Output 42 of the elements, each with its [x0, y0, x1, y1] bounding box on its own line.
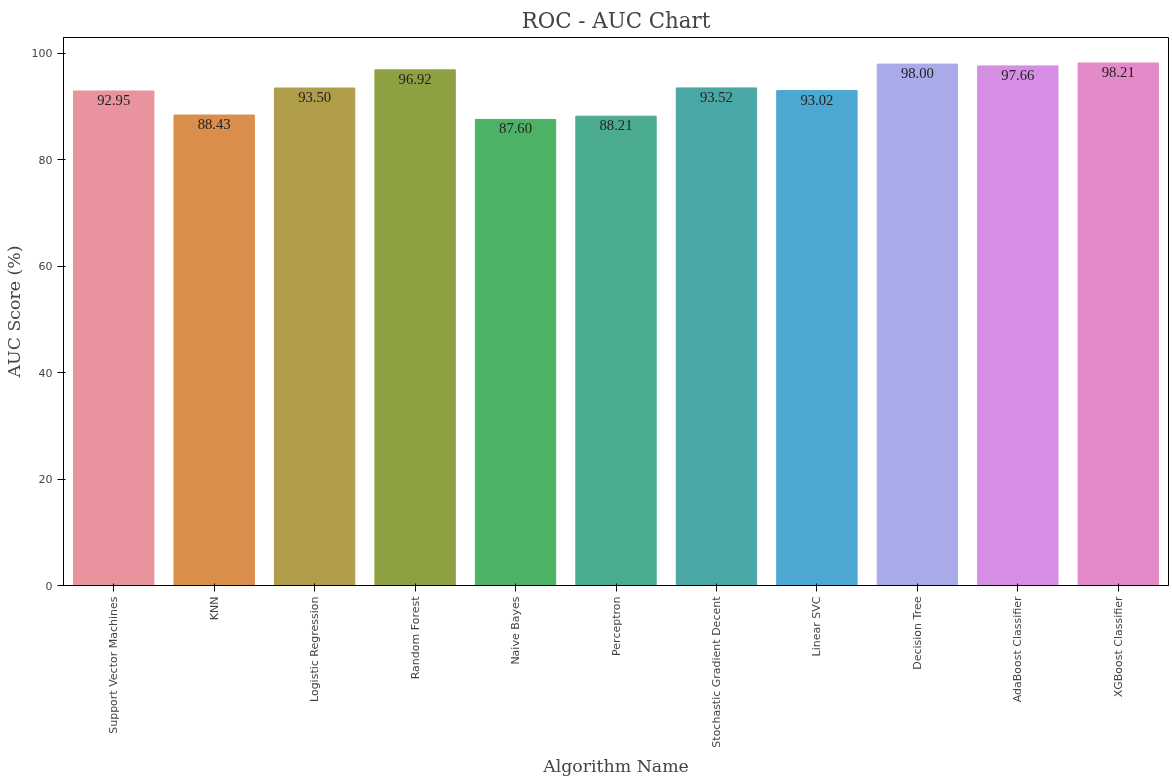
- y-tick-label: 100: [31, 47, 53, 61]
- data-label: 88.21: [599, 117, 633, 134]
- data-label: 93.02: [800, 91, 834, 108]
- x-tick-label: Naive Bayes: [509, 596, 523, 665]
- chart-title: ROC - AUC Chart: [521, 7, 711, 33]
- data-label: 96.92: [398, 70, 432, 87]
- x-tick-label: AdaBoost Classifier: [1011, 596, 1025, 703]
- bar: [73, 90, 155, 586]
- bar: [675, 87, 758, 586]
- data-label: 92.95: [97, 91, 131, 108]
- y-tick-label: 80: [38, 153, 53, 167]
- x-tick-label: XGBoost Classifier: [1111, 596, 1125, 698]
- x-tick-label: Logistic Regression: [308, 596, 322, 703]
- bar: [273, 87, 356, 586]
- data-label: 93.50: [298, 89, 332, 106]
- bar: [776, 90, 858, 586]
- bar: [977, 65, 1059, 586]
- y-tick-label: 20: [38, 473, 53, 487]
- x-axis-title: Algorithm Name: [542, 755, 689, 776]
- x-tick-label: Stochastic Gradient Decent: [709, 595, 723, 748]
- x-tick-label: Random Forest: [408, 595, 422, 680]
- bar: [374, 69, 456, 586]
- y-tick-label: 0: [45, 579, 53, 593]
- data-label: 87.60: [499, 120, 533, 137]
- y-tick-label: 40: [38, 366, 53, 380]
- bar: [1077, 62, 1159, 586]
- y-tick-label: 60: [38, 260, 53, 274]
- bar: [876, 63, 959, 586]
- data-label: 98.00: [900, 65, 934, 82]
- bar: [575, 115, 657, 586]
- x-tick-label: Support Vector Machines: [107, 596, 121, 734]
- data-label: 93.52: [699, 88, 733, 105]
- bar: [474, 118, 557, 586]
- bar: [173, 114, 255, 586]
- x-tick-label: Linear SVC: [810, 596, 824, 657]
- x-tick-label: KNN: [207, 596, 221, 621]
- x-tick-label: Perceptron: [609, 596, 623, 656]
- data-label: 88.43: [197, 116, 231, 133]
- data-label: 98.21: [1101, 63, 1135, 80]
- y-axis-title: AUC Score (%): [3, 245, 24, 379]
- x-tick-label: Decision Tree: [910, 596, 924, 670]
- data-label: 97.66: [1001, 66, 1035, 83]
